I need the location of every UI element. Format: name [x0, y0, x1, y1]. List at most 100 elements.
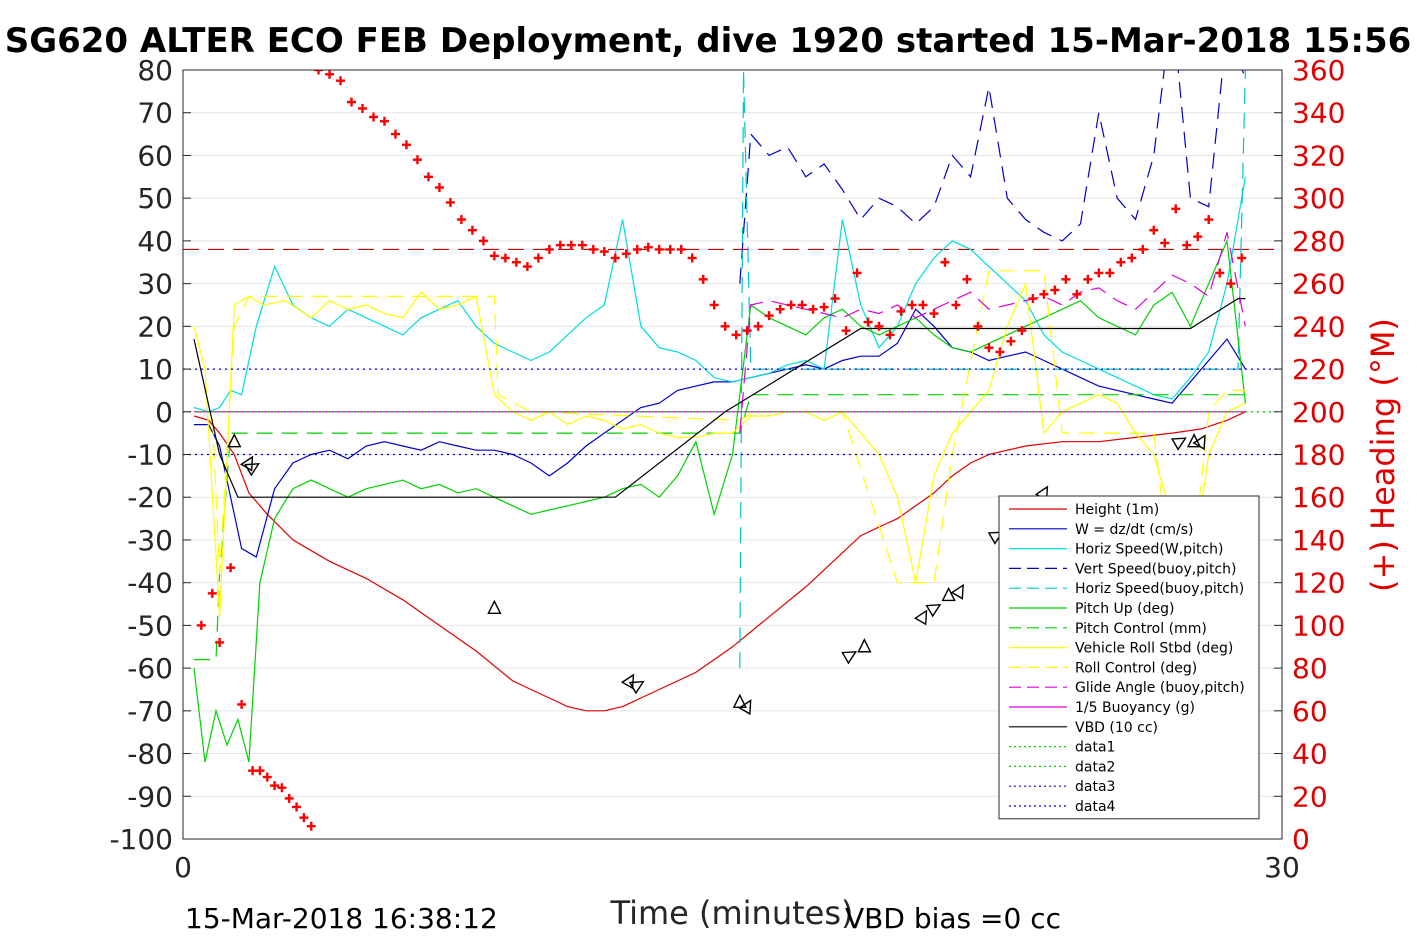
y-tick-label-right: 40 — [1292, 738, 1328, 771]
heading-point — [456, 215, 466, 225]
heading-point — [907, 300, 917, 310]
legend-label-data1: data1 — [1075, 740, 1115, 756]
legend-label-data2: data2 — [1075, 759, 1115, 775]
legend-label-glide-angle-buoy-pitch: Glide Angle (buoy,pitch) — [1075, 680, 1245, 696]
turn-marker — [1170, 437, 1187, 451]
heading-point — [511, 257, 521, 267]
ticks: 80706050403020100-10-20-30-40-50-60-70-8… — [109, 54, 1345, 884]
heading-point — [292, 802, 302, 812]
turn-marker — [913, 609, 928, 626]
y-tick-label-left: 30 — [137, 268, 173, 301]
heading-point — [709, 300, 719, 310]
heading-point — [1149, 225, 1159, 235]
heading-point — [951, 300, 961, 310]
heading-point — [299, 813, 309, 823]
heading-point — [347, 97, 357, 107]
y-tick-label-left: -50 — [127, 609, 173, 642]
y-tick-label-right: 180 — [1292, 439, 1345, 472]
series-line-vehicle-roll-stbd-deg — [193, 281, 1246, 617]
heading-point — [555, 240, 565, 250]
heading-point — [467, 225, 477, 235]
heading-point — [1083, 274, 1093, 284]
y-tick-label-left: 20 — [137, 310, 173, 343]
heading-point — [918, 300, 928, 310]
heading-point — [819, 302, 829, 312]
heading-point — [775, 304, 785, 314]
heading-point — [599, 247, 609, 257]
x-tick-label: 0 — [174, 851, 192, 884]
turn-marker — [227, 433, 242, 448]
y-axis-label-right: (+) Heading (°M) — [1364, 318, 1402, 592]
legend-label-pitch-control-mm: Pitch Control (mm) — [1075, 621, 1207, 637]
series-layer — [183, 70, 1282, 763]
y-tick-label-left: -70 — [127, 695, 173, 728]
heading-point — [306, 821, 316, 831]
heading-point — [489, 251, 499, 261]
turn-marker — [738, 699, 752, 716]
heading-point — [401, 140, 411, 150]
heading-point — [896, 306, 906, 316]
y-tick-label-left: 0 — [155, 396, 173, 429]
heading-point — [643, 242, 653, 252]
heading-point — [255, 766, 265, 776]
heading-point — [1072, 289, 1082, 299]
heading-point — [962, 274, 972, 284]
heading-point — [478, 236, 488, 246]
series-line-vbd-10-cc — [193, 298, 1246, 498]
turn-marker — [628, 680, 645, 695]
y-tick-label-left: 40 — [137, 225, 173, 258]
heading-point — [215, 637, 225, 647]
heading-point — [665, 244, 675, 254]
heading-point — [1006, 336, 1016, 346]
heading-point — [1237, 253, 1247, 263]
heading-point — [1171, 204, 1181, 214]
turn-marker — [244, 463, 261, 477]
heading-point — [753, 321, 763, 331]
heading-point — [270, 781, 280, 791]
turn-marker — [857, 638, 872, 653]
y-tick-label-left: -80 — [127, 738, 173, 771]
y-tick-label-right: 160 — [1292, 481, 1345, 514]
heading-point — [434, 182, 444, 192]
heading-point — [379, 116, 389, 126]
y-tick-label-right: 100 — [1292, 609, 1345, 642]
heading-point — [731, 330, 741, 340]
turn-marker — [925, 604, 942, 618]
legend-label-horiz-speed-w-pitch: Horiz Speed(W,pitch) — [1075, 542, 1223, 558]
heading-point — [1215, 268, 1225, 278]
series-line-height-1m — [193, 411, 1246, 712]
heading-point — [445, 197, 455, 207]
y-tick-label-right: 260 — [1292, 268, 1345, 301]
heading-point — [1050, 285, 1060, 295]
series-line-pitch-control-mm — [194, 394, 1246, 661]
turn-marker — [487, 599, 502, 614]
heading-point — [522, 262, 532, 272]
heading-point — [1105, 268, 1115, 278]
y-tick-label-right: 140 — [1292, 524, 1345, 557]
heading-point — [262, 772, 272, 782]
y-tick-label-right: 20 — [1292, 780, 1328, 813]
legend-box — [998, 495, 1260, 820]
heading-point — [764, 311, 774, 321]
heading-point — [654, 244, 664, 254]
legend-label-vehicle-roll-stbd-deg: Vehicle Roll Stbd (deg) — [1075, 641, 1233, 657]
y-tick-label-right: 120 — [1292, 567, 1345, 600]
heading-point — [632, 244, 642, 254]
turn-marker — [950, 583, 964, 600]
y-tick-label-right: 0 — [1292, 823, 1310, 856]
y-tick-label-left: -30 — [127, 524, 173, 557]
heading-point — [995, 347, 1005, 357]
heading-point — [973, 321, 983, 331]
legend: Height (1m) W = dz/dt (cm/s) Horiz Speed(W… — [998, 495, 1260, 820]
legend-label-pitch-up-deg: Pitch Up (deg) — [1075, 601, 1174, 617]
y-tick-label-right: 60 — [1292, 695, 1328, 728]
series-line-glide-angle-buoy-pitch — [739, 232, 1246, 434]
legend-label-roll-control-deg: Roll Control (deg) — [1075, 660, 1197, 676]
turn-marker — [841, 651, 858, 665]
heading-point — [698, 274, 708, 284]
heading-point — [284, 793, 294, 803]
y-tick-label-right: 300 — [1292, 182, 1345, 215]
turn-marker — [620, 673, 635, 690]
heading-point — [830, 294, 840, 304]
heading-point — [226, 563, 236, 573]
